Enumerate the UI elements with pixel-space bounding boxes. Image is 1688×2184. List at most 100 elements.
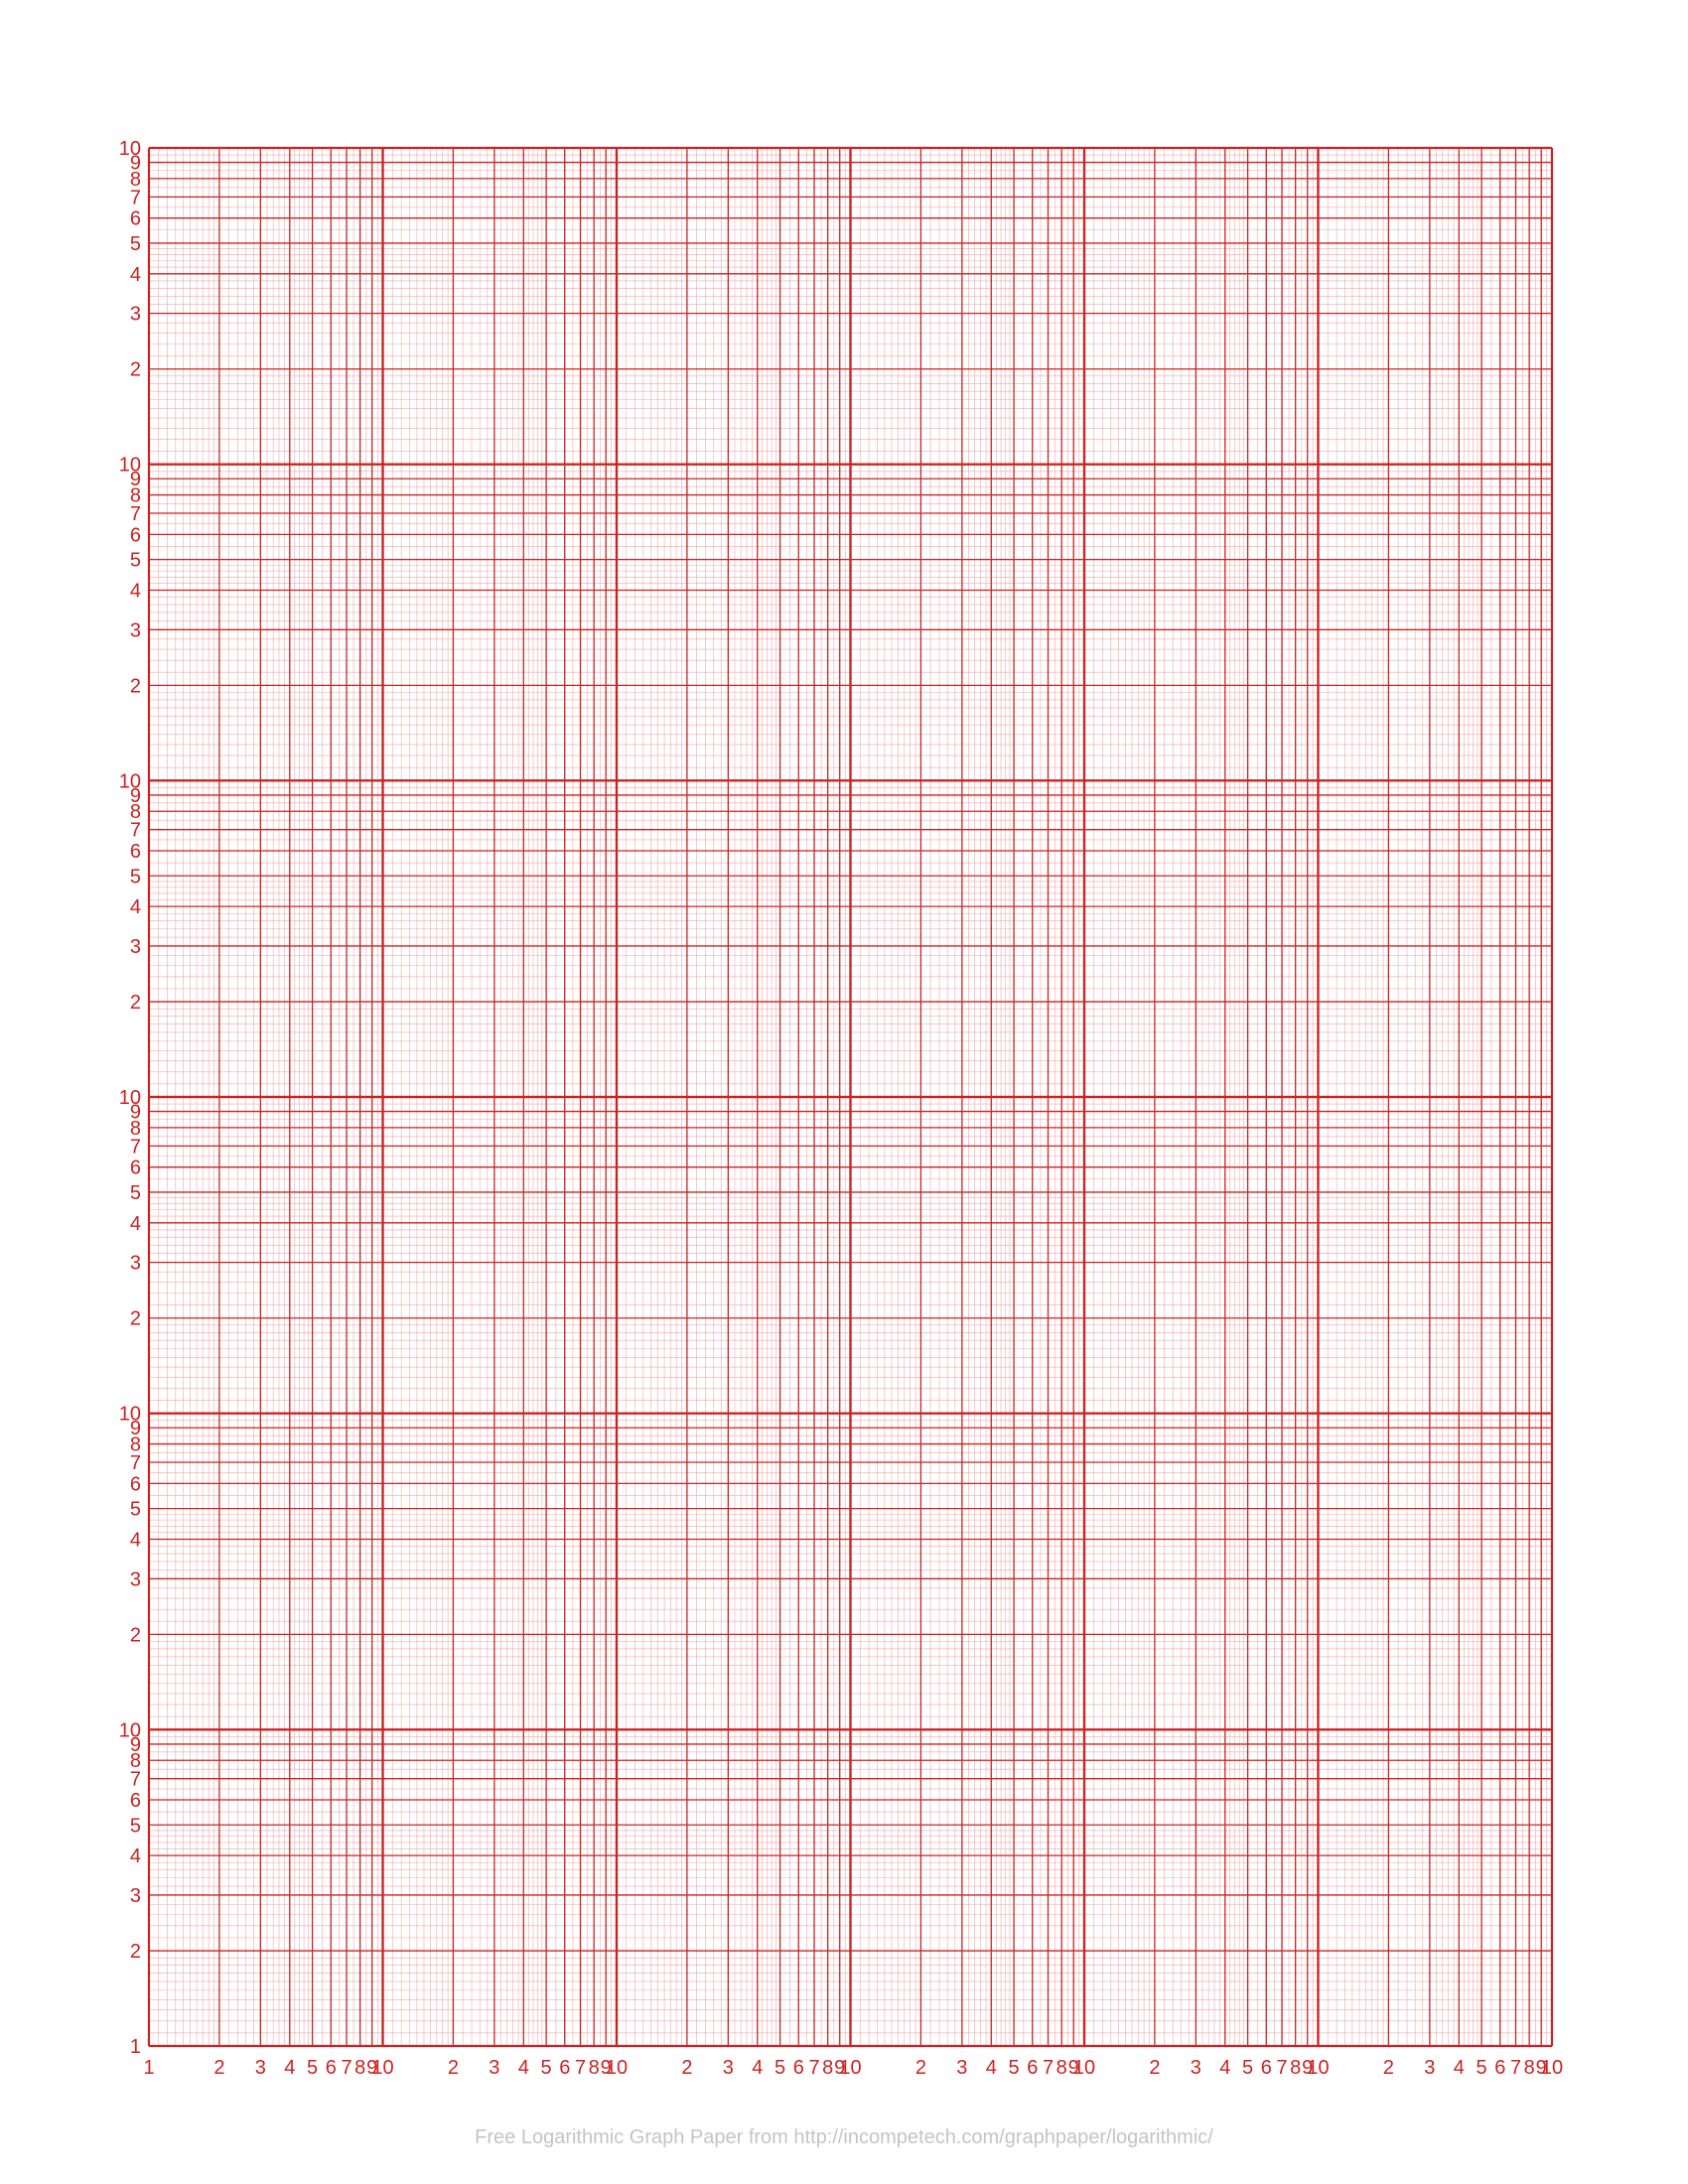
x-tick-label: 10 (606, 2057, 628, 2079)
x-tick-label: 9 (366, 2057, 377, 2079)
x-tick-label: 3 (255, 2057, 266, 2079)
y-tick-label: 3 (130, 619, 141, 641)
x-tick-label: 6 (1494, 2057, 1505, 2079)
x-tick-label: 8 (589, 2057, 600, 2079)
x-tick-label: 6 (1261, 2057, 1272, 2079)
x-tick-label: 8 (354, 2057, 365, 2079)
y-tick-label: 8 (130, 801, 141, 823)
y-tick-label: 7 (130, 1452, 141, 1474)
y-tick-label: 5 (130, 866, 141, 887)
y-tick-label: 6 (130, 1158, 141, 1179)
footer-text: Free Logarithmic Graph Paper from http:/… (475, 2126, 1213, 2148)
x-tick-label: 3 (489, 2057, 499, 2079)
y-tick-label: 3 (130, 936, 141, 958)
x-tick-label: 4 (284, 2057, 295, 2079)
y-tick-label: 2 (130, 1624, 141, 1646)
y-tick-label: 4 (130, 896, 141, 918)
y-tick-label: 3 (130, 1885, 141, 1907)
y-tick-label: 5 (130, 1499, 141, 1521)
y-tick-label: 6 (130, 524, 141, 546)
x-tick-label: 10 (1073, 2057, 1095, 2079)
x-tick-label: 7 (808, 2057, 819, 2079)
y-tick-label: 2 (130, 675, 141, 697)
x-tick-label: 5 (1242, 2057, 1253, 2079)
y-tick-label: 4 (130, 1845, 141, 1867)
y-tick-label: 8 (130, 1118, 141, 1140)
y-tick-label: 3 (130, 304, 141, 326)
y-tick-label: 6 (130, 841, 141, 863)
x-tick-label: 6 (559, 2057, 570, 2079)
y-tick-label: 5 (130, 1815, 141, 1837)
y-tick-label: 4 (130, 580, 141, 602)
x-tick-label: 5 (1009, 2057, 1020, 2079)
x-tick-label: 9 (834, 2057, 845, 2079)
x-tick-label: 2 (1383, 2057, 1394, 2079)
y-tick-label: 8 (130, 169, 141, 191)
x-tick-label: 4 (1454, 2057, 1465, 2079)
x-tick-label: 6 (793, 2057, 804, 2079)
y-tick-label: 4 (130, 1529, 141, 1551)
x-tick-label: 9 (1068, 2057, 1079, 2079)
x-tick-label: 5 (774, 2057, 785, 2079)
y-tick-label: 6 (130, 208, 141, 230)
y-tick-label: 10 (119, 1087, 141, 1109)
y-tick-label: 6 (130, 1473, 141, 1495)
y-tick-label: 1 (130, 2036, 141, 2058)
y-tick-label: 2 (130, 992, 141, 1014)
x-tick-label: 2 (213, 2057, 224, 2079)
major-grid (147, 146, 1554, 2048)
y-tick-label: 7 (130, 1136, 141, 1158)
x-tick-label: 8 (1524, 2057, 1535, 2079)
x-tick-label: 3 (1424, 2057, 1435, 2079)
x-tick-label: 5 (1477, 2057, 1487, 2079)
y-tick-label: 10 (119, 455, 141, 477)
x-tick-label: 5 (541, 2057, 552, 2079)
y-tick-label: 3 (130, 1569, 141, 1590)
y-tick-label: 4 (130, 264, 141, 286)
y-tick-label: 5 (130, 550, 141, 572)
y-tick-label: 9 (130, 153, 141, 175)
x-tick-label: 4 (518, 2057, 529, 2079)
tick-labels: 1 2 3 4 5 6 7 8 910 2 3 4 5 6 7 8 910 2 3 4 5 6 7 8 910 2 3 4 5 6 7 8 91… (119, 138, 1563, 2079)
x-tick-label: 5 (307, 2057, 318, 2079)
x-tick-label: 10 (1541, 2057, 1563, 2079)
x-tick-label: 3 (1191, 2057, 1201, 2079)
y-tick-label: 5 (130, 233, 141, 255)
x-tick-label: 6 (1027, 2057, 1038, 2079)
y-tick-label: 9 (130, 1102, 141, 1124)
y-tick-label: 2 (130, 359, 141, 381)
x-tick-label: 9 (1302, 2057, 1313, 2079)
y-tick-label: 4 (130, 1213, 141, 1235)
y-tick-label: 2 (130, 1941, 141, 1963)
y-tick-label: 10 (119, 1719, 141, 1741)
x-tick-label: 8 (822, 2057, 833, 2079)
x-tick-label: 6 (326, 2057, 337, 2079)
x-tick-label: 8 (1056, 2057, 1067, 2079)
x-tick-label: 2 (915, 2057, 926, 2079)
y-tick-label: 6 (130, 1790, 141, 1812)
y-tick-label: 7 (130, 187, 141, 208)
y-tick-label: 7 (130, 820, 141, 842)
x-tick-label: 7 (1043, 2057, 1054, 2079)
x-tick-label: 10 (1307, 2057, 1329, 2079)
x-tick-label: 7 (575, 2057, 586, 2079)
x-tick-label: 4 (986, 2057, 997, 2079)
y-tick-label: 8 (130, 485, 141, 507)
y-tick-label: 10 (119, 770, 141, 792)
y-tick-label: 8 (130, 1434, 141, 1456)
x-tick-label: 4 (752, 2057, 763, 2079)
x-tick-label: 2 (681, 2057, 692, 2079)
x-tick-label: 3 (956, 2057, 967, 2079)
x-tick-label: 2 (448, 2057, 459, 2079)
x-tick-label: 7 (1510, 2057, 1521, 2079)
x-tick-label: 4 (1219, 2057, 1230, 2079)
x-tick-label: 7 (1276, 2057, 1287, 2079)
x-tick-label: 3 (723, 2057, 734, 2079)
x-tick-label: 9 (601, 2057, 612, 2079)
y-tick-label: 5 (130, 1182, 141, 1204)
x-tick-label: 9 (1536, 2057, 1547, 2079)
y-tick-label: 9 (130, 1734, 141, 1756)
y-tick-label: 2 (130, 1308, 141, 1330)
x-tick-label: 2 (1149, 2057, 1160, 2079)
x-tick-label: 8 (1290, 2057, 1301, 2079)
